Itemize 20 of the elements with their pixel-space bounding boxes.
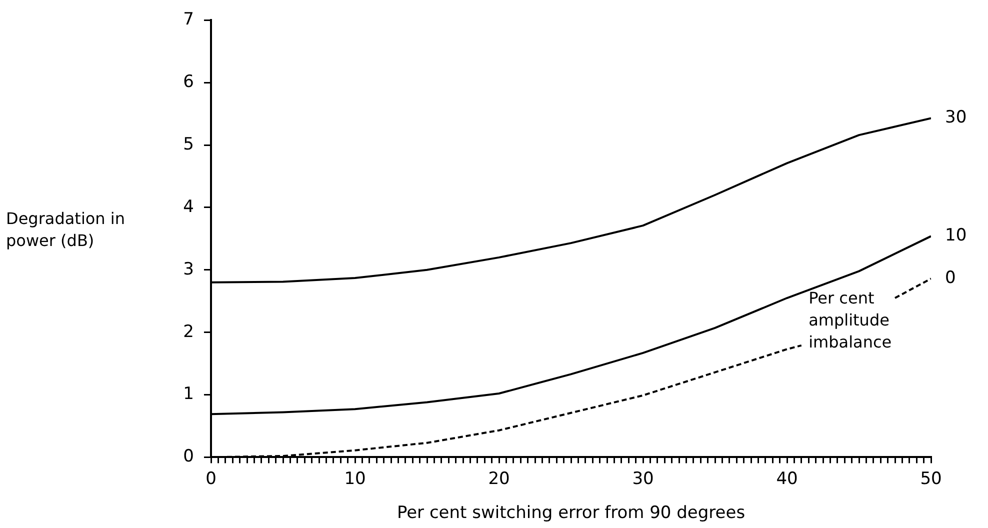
y-tick-label: 6	[183, 72, 194, 92]
y-tick-label: 5	[183, 134, 194, 154]
x-tick-label: 50	[920, 468, 942, 489]
y-tick-label: 2	[183, 322, 194, 342]
annotation: Per cent amplitude imbalance	[808, 288, 892, 352]
x-tick-label: 0	[206, 468, 216, 489]
y-tick-label: 3	[183, 259, 194, 280]
y-tick-label: 7	[183, 10, 194, 30]
x-tick-label: 10	[344, 468, 366, 489]
series-label: 10	[945, 226, 967, 246]
y-tick-label: 0	[183, 446, 194, 467]
x-tick-label: 20	[488, 468, 510, 489]
series-label: 0	[945, 268, 956, 288]
series-label: 30	[945, 108, 967, 128]
y-tick-label: 1	[183, 384, 194, 404]
y-tick-label: 4	[183, 196, 194, 217]
x-tick-label: 40	[776, 468, 798, 489]
x-tick-label: 30	[632, 468, 654, 489]
y-axis-title: Degradation in power (dB)	[6, 208, 126, 252]
x-axis-title: Per cent switching error from 90 degrees	[396, 503, 746, 524]
